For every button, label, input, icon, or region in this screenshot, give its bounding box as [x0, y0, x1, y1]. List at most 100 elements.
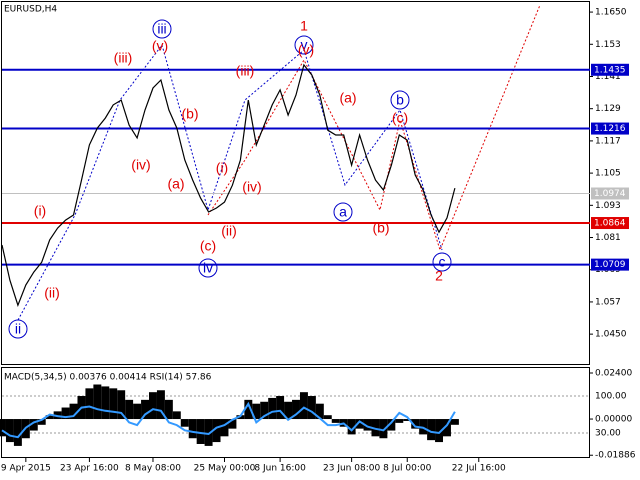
wave-label: b — [396, 92, 404, 108]
y-tick-label: 0.00000 — [595, 415, 632, 425]
macd-bar — [307, 396, 316, 420]
macd-bar — [204, 419, 213, 446]
rsi-line — [1, 401, 456, 439]
level-label: 1.0864 — [594, 219, 626, 229]
y-tick-label: 1.129 — [595, 104, 621, 114]
level-box — [591, 217, 629, 230]
main-frame — [1, 1, 590, 365]
wave-label: (a) — [167, 176, 184, 192]
x-tick-label: 8 Jun 16:00 — [254, 464, 306, 474]
macd-bar — [331, 419, 340, 423]
macd-bar — [29, 419, 38, 431]
wave-label: (c) — [392, 110, 408, 126]
y-tick-label: 1.141 — [595, 72, 621, 82]
wave-circle — [294, 35, 314, 55]
macd-bar — [133, 403, 142, 420]
macd-bar — [149, 392, 157, 420]
indicator-frame — [1, 367, 590, 458]
y2-tick-label: 30.00 — [595, 428, 621, 438]
wave-label: (a) — [339, 90, 356, 106]
x-tick-label: 8 May 08:00 — [125, 464, 181, 474]
macd-bar — [156, 390, 165, 420]
x-tick-label: 9 Apr 2015 — [1, 464, 51, 474]
macd-bar — [379, 419, 388, 439]
y-tick-label: 1.1650 — [595, 8, 627, 18]
wave-label: 1 — [300, 18, 308, 34]
macd-bar — [268, 397, 277, 420]
macd-bar — [5, 419, 14, 443]
macd-bar — [164, 399, 173, 420]
wave-circle — [198, 258, 218, 278]
wave-label: iv — [203, 260, 213, 276]
macd-bar — [45, 415, 54, 420]
wave-circle — [432, 252, 452, 272]
macd-bar — [450, 419, 459, 425]
macd-bar — [228, 419, 237, 429]
price-line — [1, 63, 456, 307]
macd-bar — [101, 386, 110, 420]
wave-label: (ii) — [221, 223, 237, 239]
level-box — [591, 122, 629, 135]
macd-bar — [61, 407, 70, 420]
macd-bar — [220, 419, 229, 437]
x-tick-label: 8 Jul 00:00 — [383, 464, 432, 474]
wave-label: (i) — [34, 203, 46, 219]
y-tick-label: 1.117 — [595, 136, 621, 146]
macd-bar — [292, 399, 300, 420]
level-label: 1.1435 — [594, 65, 626, 75]
wave-label: (ii) — [44, 285, 60, 301]
macd-bar — [0, 419, 6, 437]
wave-circle — [333, 202, 353, 222]
level-label: 1.1216 — [594, 124, 626, 134]
wave-label: (b) — [181, 106, 198, 122]
wave-label: a — [339, 204, 347, 220]
macd-bar — [141, 399, 149, 420]
last-price-label: 1.0974 — [594, 189, 626, 199]
wave-circle — [152, 19, 172, 39]
macd-bar — [260, 401, 269, 420]
macd-bar — [355, 419, 364, 429]
macd-bar — [435, 419, 443, 443]
wave-label: (iv) — [131, 157, 150, 173]
x-tick-label: 25 May 00:00 — [194, 464, 256, 474]
macd-bar — [244, 399, 253, 420]
wave-label: (iii) — [114, 50, 133, 66]
macd-bar — [299, 392, 308, 420]
y-tick-label: 0.02400 — [595, 368, 632, 378]
level-box — [591, 63, 629, 76]
y-tick-label: 1.093 — [595, 201, 621, 211]
macd-bar — [85, 388, 94, 420]
y-tick-label: 1.105 — [595, 169, 621, 179]
macd-bar — [371, 419, 380, 437]
y-tick-label: -0.01886 — [595, 451, 636, 461]
wave-circle — [8, 319, 28, 339]
macd-bar — [13, 419, 22, 446]
wave-label: (v) — [298, 42, 314, 58]
macd-bar — [315, 403, 324, 420]
wave-label: (c) — [200, 238, 216, 254]
level-label: 1.0709 — [594, 260, 626, 270]
y2-tick-label: 100.00 — [595, 391, 627, 401]
macd-bar — [93, 384, 102, 420]
macd-bar — [196, 419, 205, 444]
wave-circle — [390, 90, 410, 110]
indicator-title: MACD(5,34,5) 0.00376 0.00414 RSI(14) 57.… — [4, 373, 212, 383]
macd-bar — [69, 403, 78, 420]
y-tick-label: 1.057 — [595, 297, 621, 307]
wave-label: c — [439, 254, 446, 270]
macd-bar — [212, 419, 221, 443]
blue-wave-path — [17, 43, 443, 321]
macd-bar — [347, 419, 356, 435]
y-tick-label: 1.153 — [595, 40, 621, 50]
macd-bar — [395, 419, 404, 423]
x-tick-label: 22 Jul 16:00 — [452, 464, 506, 474]
macd-bar — [188, 419, 197, 439]
macd-bar — [443, 419, 451, 437]
wave-label: iii — [157, 21, 166, 37]
macd-bar — [387, 419, 396, 431]
wave-label: ii — [15, 321, 21, 337]
x-tick-label: 23 Apr 16:00 — [60, 464, 119, 474]
wave-label: (i) — [216, 160, 228, 176]
wave-guides — [17, 4, 541, 321]
